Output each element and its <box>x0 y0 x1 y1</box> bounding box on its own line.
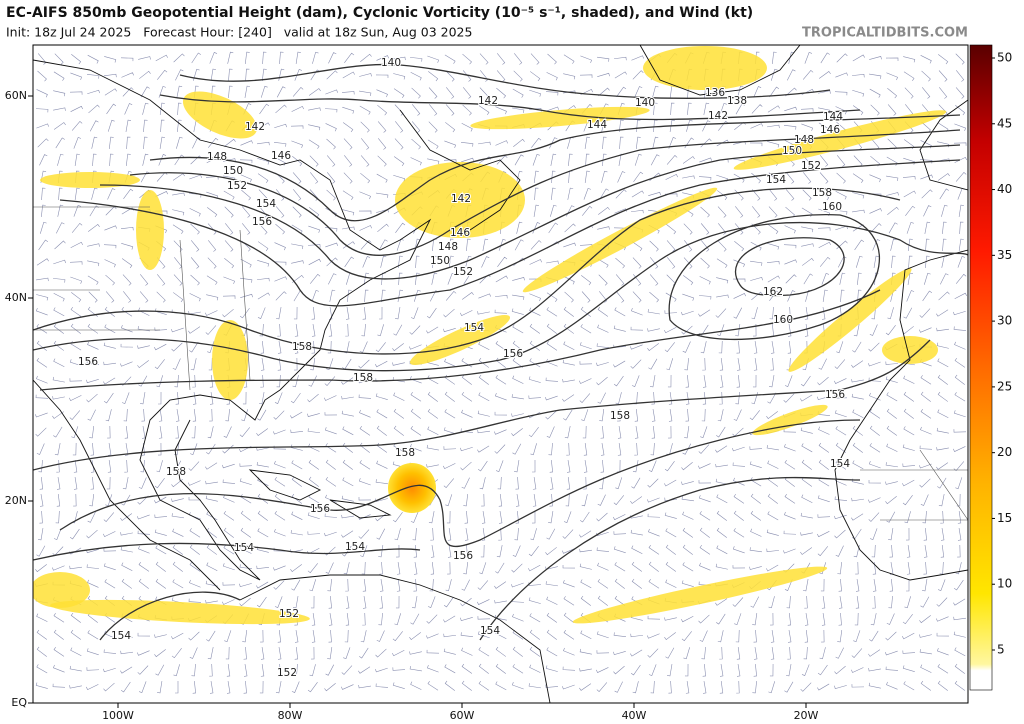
contour-label: 158 <box>610 410 630 422</box>
colorbar-label: 15 <box>997 511 1012 525</box>
colorbar-label: 20 <box>997 445 1012 459</box>
contour-label: 142 <box>478 95 498 107</box>
lon-label: 60W <box>450 709 475 722</box>
contour-label: 158 <box>166 466 186 478</box>
contour-label: 148 <box>438 241 458 253</box>
contour-label: 154 <box>345 541 365 553</box>
contour-label: 146 <box>820 124 840 136</box>
contour-label: 150 <box>430 255 450 267</box>
contour-label: 150 <box>782 145 802 157</box>
contour-label: 152 <box>227 180 247 192</box>
longitude-labels: 100W 80W 60W 40W 20W <box>102 703 819 722</box>
contour-label: 154 <box>234 542 254 554</box>
contour-labels: 1401421441421461481501521541561421461481… <box>77 56 851 680</box>
subtitle: Init: 18z Jul 24 2025 Forecast Hour: [24… <box>6 25 472 40</box>
contour-label: 160 <box>773 314 793 326</box>
contour-label: 152 <box>801 160 821 172</box>
colorbar <box>969 44 993 691</box>
contour-label: 154 <box>256 198 276 210</box>
contour-label: 154 <box>480 625 500 637</box>
contour-label: 152 <box>453 266 473 278</box>
contour-label: 150 <box>223 165 243 177</box>
contour-label: 154 <box>464 322 484 334</box>
contour-label: 146 <box>450 227 470 239</box>
colorbar-label: 35 <box>997 248 1012 262</box>
contour-label: 158 <box>395 447 415 459</box>
colorbar-label: 10 <box>997 577 1012 591</box>
contour-label: 138 <box>727 95 747 107</box>
colorbar-label: 30 <box>997 314 1012 328</box>
contour-label: 158 <box>812 187 832 199</box>
contour-label: 144 <box>587 119 607 131</box>
contour-label: 140 <box>635 97 655 109</box>
lat-label: EQ <box>11 696 27 709</box>
contour-label: 156 <box>825 389 845 401</box>
contour-label: 154 <box>766 174 786 186</box>
lon-label: 80W <box>278 709 303 722</box>
coastlines <box>33 45 968 703</box>
contour-label: 152 <box>279 608 299 620</box>
contour-label: 156 <box>453 550 473 562</box>
contour-label: 142 <box>708 110 728 122</box>
vorticity-max <box>388 463 436 513</box>
contour-label: 152 <box>277 667 297 679</box>
contour-label: 158 <box>292 341 312 353</box>
watermark: TROPICALTIDBITS.COM <box>802 26 968 41</box>
contour-label: 144 <box>823 111 843 123</box>
map-area: 1401421441421461481501521541561421461481… <box>33 45 968 703</box>
contour-label: 154 <box>830 458 850 470</box>
lat-label: 40N <box>5 291 27 304</box>
colorbar-label: 40 <box>997 182 1012 196</box>
borders <box>33 206 968 521</box>
lon-label: 20W <box>794 709 819 722</box>
contour-label: 160 <box>822 201 842 213</box>
colorbar-label: 25 <box>997 379 1012 393</box>
height-contours <box>33 63 968 641</box>
contour-label: 154 <box>111 630 131 642</box>
latitude-labels: 60N 40N 20N EQ <box>5 89 33 709</box>
colorbar-label: 5 <box>997 643 1005 657</box>
contour-label: 156 <box>310 503 330 515</box>
contour-label: 146 <box>271 150 291 162</box>
contour-label: 148 <box>207 151 227 163</box>
contour-label: 142 <box>451 193 471 205</box>
contour-label: 148 <box>794 134 814 146</box>
colorbar-label: 50 <box>997 51 1012 65</box>
contour-label: 156 <box>503 348 523 360</box>
lon-label: 40W <box>622 709 647 722</box>
contour-label: 156 <box>252 216 272 228</box>
colorbar-label: 45 <box>997 116 1012 130</box>
lon-label: 100W <box>102 709 134 722</box>
colorbar-ticks: 5 10 15 20 25 30 35 40 45 50 <box>992 51 1012 657</box>
title: EC-AIFS 850mb Geopotential Height (dam),… <box>6 5 753 21</box>
contour-label: 162 <box>763 286 783 298</box>
contour-label: 142 <box>245 121 265 133</box>
map-frame <box>32 44 969 704</box>
vorticity-shading <box>33 46 947 625</box>
lat-label: 20N <box>5 494 27 507</box>
contour-label: 156 <box>78 356 98 368</box>
lat-label: 60N <box>5 89 27 102</box>
contour-label: 158 <box>353 372 373 384</box>
contour-label: 140 <box>381 57 401 69</box>
contour-label: 136 <box>705 87 725 99</box>
